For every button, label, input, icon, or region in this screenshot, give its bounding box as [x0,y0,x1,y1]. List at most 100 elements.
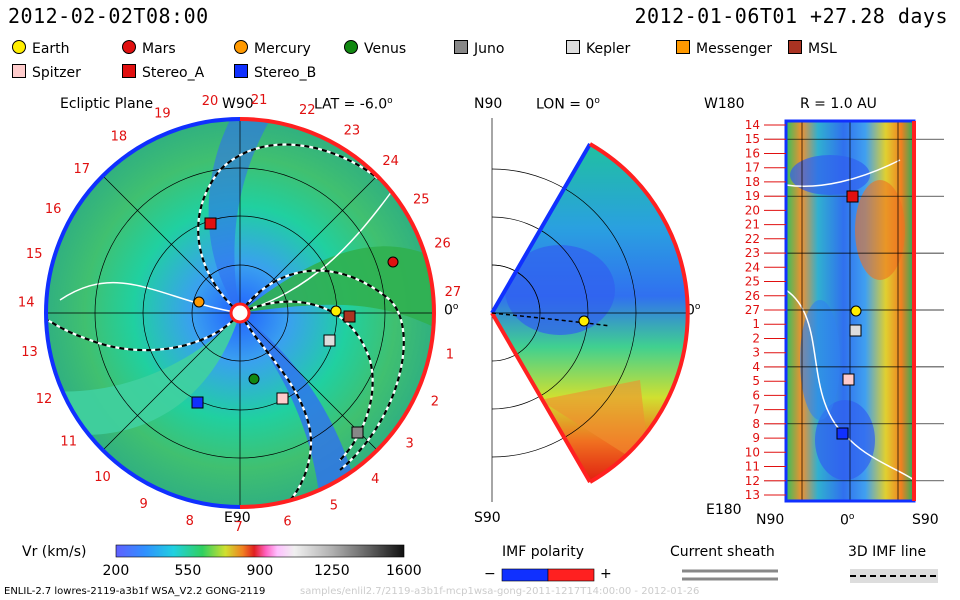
square-marker-icon [788,40,802,54]
legend-item-earth: Earth [12,40,70,57]
synoptic-top-left-label: W180 [704,96,745,112]
legend-item-venus: Venus [344,40,406,57]
day-tick-label: 26 [434,237,451,252]
legend-item-kepler: Kepler [566,40,630,57]
synoptic-row-label: 8 [752,417,760,431]
day-tick-label: 12 [36,392,53,407]
imf-line-sample [850,569,938,583]
synoptic-row-label: 13 [745,488,760,502]
colorbar-tick-label: 550 [174,563,202,579]
colorbar-label: Vr (km/s) [22,544,87,560]
square-marker-icon [676,40,690,54]
synoptic-row-label: 10 [745,445,760,459]
legend-label: Venus [364,41,407,57]
day-tick-label: 9 [139,497,147,512]
synoptic-row-label: 18 [745,175,760,189]
synoptic-row-label: 12 [745,474,760,488]
legend-label: Juno [474,41,505,57]
legend-label: Stereo_A [142,65,205,81]
imf-plus-label: + [600,566,612,582]
synoptic-row-label: 15 [745,132,760,146]
day-tick-label: 18 [111,130,128,145]
day-tick-label: 1 [446,348,454,363]
day-tick-label: 6 [283,515,291,530]
synoptic-row-label: 9 [752,431,760,445]
square-marker-icon [12,64,26,78]
colorbar-tick-label: 1250 [314,563,350,579]
legend-label: Mercury [254,41,311,57]
synoptic-row-label: 27 [745,303,760,317]
synoptic-row-label: 21 [745,218,760,232]
legend-item-stereo-b: Stereo_B [234,64,316,81]
synoptic-row-label: 2 [752,332,760,346]
synoptic-row-label: 14 [745,118,760,132]
synoptic-row-label: 7 [752,403,760,417]
square-marker-icon [122,64,136,78]
circle-marker-icon [122,40,136,54]
ecliptic-lat-label: LAT = -6.0o [314,96,393,113]
synoptic-row-label: 3 [752,346,760,360]
synoptic-row-label: 17 [745,161,760,175]
day-tick-label: 25 [413,192,430,207]
day-tick-label: 2 [431,394,439,409]
synoptic-row-label: 1 [752,317,760,331]
imf-minus-label: − [484,566,496,582]
faded-run-path: samples/enlil2.7/2119-a3b1f-mcp1wsa-gong… [300,586,700,597]
synoptic-row-label: 20 [745,203,760,217]
legend-item-msl: MSL [788,40,837,57]
colorbar-tick-label: 1600 [386,563,422,579]
ecliptic-top-label: W90 [222,96,254,112]
legend-item-stereo-a: Stereo_A [122,64,204,81]
synoptic-row-label: 4 [752,360,760,374]
day-tick-label: 7 [234,520,242,535]
meridional-top-label: N90 [474,96,503,112]
day-tick-label: 22 [299,103,316,118]
day-tick-label: 14 [18,296,35,311]
meridional-bottom-label: S90 [474,510,501,526]
synoptic-axis-n90: N90 [756,512,785,528]
circle-marker-icon [12,40,26,54]
legend-label: Messenger [696,41,773,57]
synoptic-row-label: 6 [752,388,760,402]
ecliptic-bottom-label: E90 [224,510,251,526]
day-tick-label: 15 [26,247,43,262]
timestamp: 2012-02-02T08:00 [8,4,209,28]
synoptic-title: R = 1.0 AU [800,96,877,112]
day-tick-label: 17 [74,162,91,177]
synoptic-row-label: 26 [745,289,760,303]
synoptic-row-label: 19 [745,189,760,203]
circle-marker-icon [344,40,358,54]
day-tick-label: 27 [445,285,462,300]
legend-label: Earth [32,41,70,57]
synoptic-row-label: 25 [745,275,760,289]
day-tick-label: 13 [21,345,38,360]
colorbar-tick-label: 900 [246,563,274,579]
ecliptic-title: Ecliptic Plane [60,96,154,112]
square-marker-icon [454,40,468,54]
meridional-right-label: 0o [686,302,701,319]
synoptic-row-label: 23 [745,246,760,260]
legend-label: Spitzer [32,65,81,81]
run-info: 2012-01-06T01 +27.28 days [634,4,948,28]
day-tick-label: 24 [382,154,399,169]
synoptic-bottom-left-label: E180 [706,502,742,518]
ecliptic-right-label: 0o [444,302,459,319]
legend-item-messenger: Messenger [676,40,772,57]
legend-label: MSL [808,41,837,57]
imf-polarity-bar [501,568,595,582]
model-info: ENLIL-2.7 lowres-2119-a3b1f WSA_V2.2 GON… [4,586,266,597]
day-tick-label: 11 [60,434,77,449]
current-sheath-sample [682,569,778,581]
square-marker-icon [234,64,248,78]
synoptic-row-label: 16 [745,147,760,161]
day-tick-label: 20 [202,94,219,109]
legend-item-spitzer: Spitzer [12,64,81,81]
synoptic-axis-zero: 0o [840,512,855,529]
circle-marker-icon [234,40,248,54]
synoptic-row-label: 22 [745,232,760,246]
legend-label: Stereo_B [254,65,317,81]
legend-label: Kepler [586,41,631,57]
day-tick-label: 21 [251,93,268,108]
